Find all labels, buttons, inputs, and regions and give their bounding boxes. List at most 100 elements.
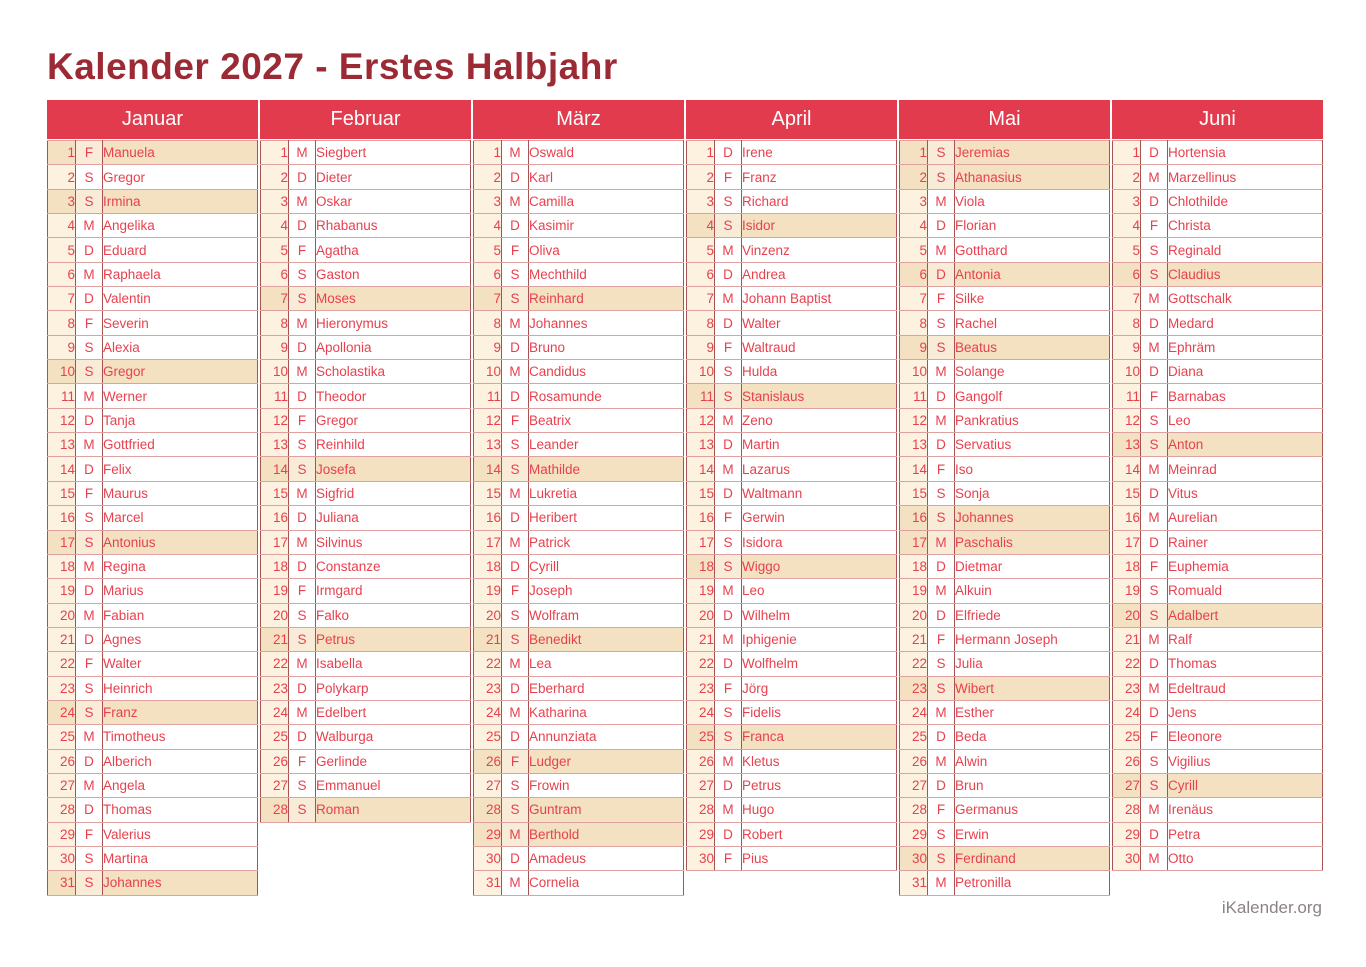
day-row: 18 F Euphemia: [1112, 553, 1323, 580]
weekday-letter: S: [714, 699, 742, 726]
day-row: 19 F Joseph: [473, 578, 684, 604]
name-day: Karl: [528, 164, 684, 190]
name-day: Petra: [1167, 821, 1323, 847]
day-number: 23: [899, 675, 928, 701]
name-day: Guntram: [528, 797, 684, 823]
weekday-letter: M: [714, 626, 742, 653]
weekday-letter: D: [75, 797, 103, 823]
day-row: 21 D Agnes: [47, 626, 258, 653]
month-days-table: 1 M Oswald 2 D Karl 3 M Camilla 4 D Kasimir 5 F Oliva 6…: [473, 139, 684, 896]
day-row: 29 D Robert: [686, 821, 897, 847]
day-row: 23 D Eberhard: [473, 675, 684, 701]
day-number: 2: [260, 164, 289, 190]
weekday-letter: S: [501, 261, 529, 288]
weekday-letter: S: [714, 213, 742, 239]
name-day: Marzellinus: [1167, 164, 1323, 190]
day-number: 16: [473, 505, 502, 531]
day-row: 27 M Angela: [47, 772, 258, 799]
weekday-letter: M: [288, 188, 316, 215]
day-number: 30: [47, 845, 76, 872]
day-row: 7 M Johann Baptist: [686, 286, 897, 312]
day-number: 18: [1112, 553, 1141, 580]
weekday-letter: S: [501, 456, 529, 482]
weekday-letter: D: [1140, 188, 1168, 215]
name-day: Roman: [315, 797, 471, 823]
day-row: 14 M Lazarus: [686, 456, 897, 482]
day-row: 16 D Juliana: [260, 505, 471, 531]
calendar-grid: Januar 1 F Manuela 2 S Gregor 3 S Irmina 4 M Angelik…: [47, 100, 1323, 896]
name-day: Otto: [1167, 845, 1323, 872]
name-day: Viola: [954, 188, 1110, 215]
weekday-letter: D: [75, 748, 103, 774]
day-number: 28: [1112, 797, 1141, 823]
weekday-letter: D: [501, 164, 529, 190]
name-day: Irmina: [102, 188, 258, 215]
day-row: 10 M Candidus: [473, 359, 684, 385]
name-day: Vinzenz: [741, 237, 897, 263]
weekday-letter: S: [1140, 261, 1168, 288]
name-day: Rachel: [954, 310, 1110, 336]
name-day: Beatus: [954, 334, 1110, 361]
weekday-letter: F: [1140, 724, 1168, 750]
name-day: Richard: [741, 188, 897, 215]
weekday-letter: S: [288, 432, 316, 458]
day-number: 27: [686, 772, 715, 799]
day-row: 7 M Gottschalk: [1112, 286, 1323, 312]
weekday-letter: D: [927, 383, 955, 409]
day-number: 6: [260, 261, 289, 288]
day-number: 8: [260, 310, 289, 336]
day-row: 2 D Dieter: [260, 164, 471, 190]
weekday-letter: D: [714, 821, 742, 847]
name-day: Pankratius: [954, 407, 1110, 434]
day-row: 29 S Erwin: [899, 821, 1110, 847]
day-number: 16: [47, 505, 76, 531]
day-number: 15: [47, 480, 76, 507]
name-day: Jens: [1167, 699, 1323, 726]
day-row: 2 D Karl: [473, 164, 684, 190]
weekday-letter: F: [288, 578, 316, 604]
name-day: Hulda: [741, 359, 897, 385]
day-number: 27: [260, 772, 289, 799]
name-day: Christa: [1167, 213, 1323, 239]
day-number: 27: [473, 772, 502, 799]
day-row: 20 S Wolfram: [473, 602, 684, 628]
day-row: 18 D Constanze: [260, 553, 471, 580]
day-number: 15: [260, 480, 289, 507]
weekday-letter: D: [75, 237, 103, 263]
day-number: 14: [260, 456, 289, 482]
day-row: 18 M Regina: [47, 553, 258, 580]
day-row: 30 S Ferdinand: [899, 845, 1110, 872]
name-day: Tanja: [102, 407, 258, 434]
day-number: 11: [899, 383, 928, 409]
day-row: 20 S Adalbert: [1112, 602, 1323, 628]
name-day: Hermann Joseph: [954, 626, 1110, 653]
day-number: 21: [686, 626, 715, 653]
name-day: Lukretia: [528, 480, 684, 507]
weekday-letter: S: [75, 529, 103, 555]
day-number: 12: [473, 407, 502, 434]
day-row: 15 S Sonja: [899, 480, 1110, 507]
weekday-letter: M: [714, 797, 742, 823]
day-number: 26: [47, 748, 76, 774]
day-number: 23: [1112, 675, 1141, 701]
name-day: Regina: [102, 553, 258, 580]
weekday-letter: M: [501, 870, 529, 896]
day-number: 27: [47, 772, 76, 799]
day-row: 17 D Rainer: [1112, 529, 1323, 555]
day-row: 9 S Beatus: [899, 334, 1110, 361]
day-number: 22: [47, 651, 76, 677]
day-number: 15: [1112, 480, 1141, 507]
day-number: 29: [47, 821, 76, 847]
weekday-letter: D: [714, 602, 742, 628]
name-day: Gangolf: [954, 383, 1110, 409]
name-day: Benedikt: [528, 626, 684, 653]
day-number: 14: [473, 456, 502, 482]
name-day: Reinhard: [528, 286, 684, 312]
name-day: Medard: [1167, 310, 1323, 336]
day-number: 4: [899, 213, 928, 239]
day-row: 14 F Iso: [899, 456, 1110, 482]
weekday-letter: M: [1140, 505, 1168, 531]
weekday-letter: F: [714, 164, 742, 190]
day-row: 1 D Hortensia: [1112, 139, 1323, 166]
day-row: 30 D Amadeus: [473, 845, 684, 872]
